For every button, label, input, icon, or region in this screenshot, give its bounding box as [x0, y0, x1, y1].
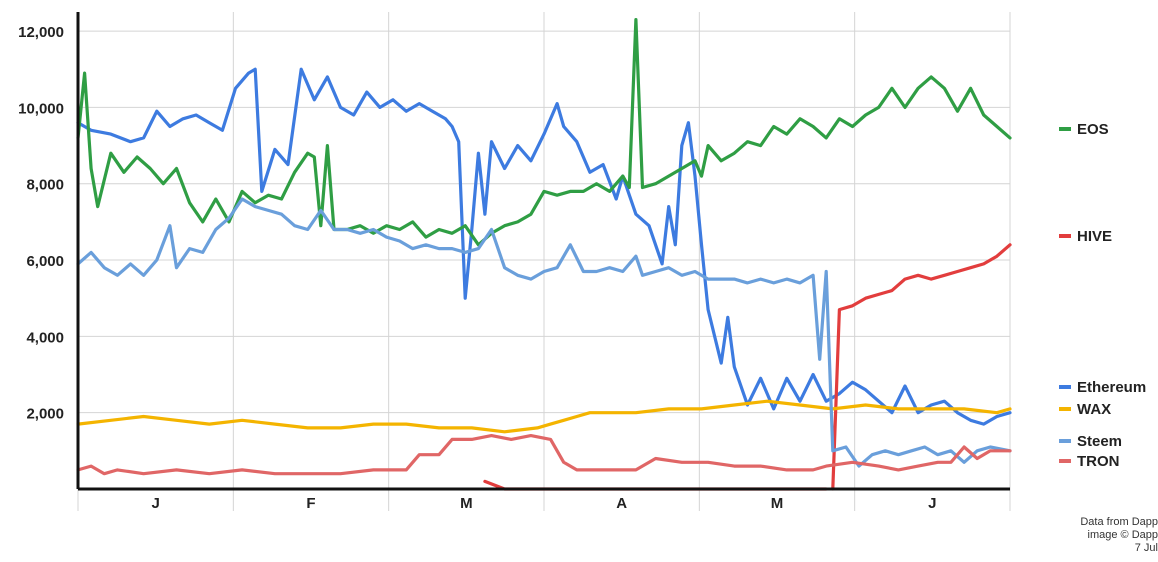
x-tick-label: J [928, 495, 936, 512]
y-tick-label: 2,000 [26, 406, 64, 423]
x-tick-label: A [616, 495, 627, 512]
legend-label-steem: Steem [1077, 433, 1122, 450]
annotation-line-2: image © Dapp [1087, 529, 1158, 541]
y-tick-label: 8,000 [26, 177, 64, 194]
legend: EOS HIVE Ethereum WAX Steem TRON [1059, 121, 1146, 470]
legend-label-hive: HIVE [1077, 228, 1112, 245]
annotation-line-1: Data from Dapp [1080, 516, 1158, 528]
legend-swatch-eos [1059, 127, 1071, 131]
x-tick-label: F [306, 495, 315, 512]
source-annotation: Data from Dapp image © Dapp 7 Jul [1040, 516, 1158, 555]
legend-label-ethereum: Ethereum [1077, 379, 1146, 396]
y-tick-label: 6,000 [26, 253, 64, 270]
y-tick-label: 10,000 [18, 100, 64, 117]
legend-swatch-ethereum [1059, 385, 1071, 389]
series-line-tron [76, 434, 1012, 476]
y-axis-ticks: 2,000 4,000 6,000 8,000 10,000 12,000 [18, 24, 64, 423]
x-tick-label: M [771, 495, 784, 512]
annotation-line-3: 7 Jul [1134, 542, 1158, 554]
legend-swatch-hive [1059, 234, 1071, 238]
legend-label-tron: TRON [1077, 453, 1120, 470]
series-line-hive [831, 243, 1012, 491]
x-tick-label: J [151, 495, 159, 512]
grid-lines [77, 12, 1011, 511]
series-line-steem [76, 197, 1012, 468]
legend-swatch-wax [1059, 407, 1071, 411]
legend-label-wax: WAX [1077, 401, 1111, 418]
legend-swatch-steem [1059, 439, 1071, 443]
legend-label-eos: EOS [1077, 121, 1109, 138]
legend-swatch-tron [1059, 459, 1071, 463]
y-tick-label: 4,000 [26, 329, 64, 346]
series-line-wax [76, 399, 1012, 434]
y-tick-label: 12,000 [18, 24, 64, 41]
x-tick-label: M [460, 495, 473, 512]
